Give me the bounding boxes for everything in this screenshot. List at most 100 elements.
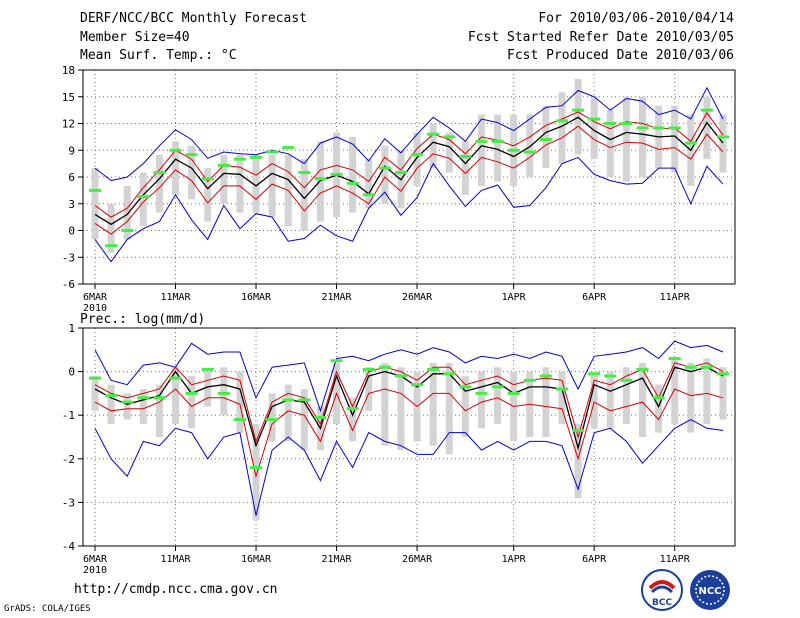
y-tick-label: 1 xyxy=(68,322,75,335)
obs-marker xyxy=(636,367,649,371)
spread-bar xyxy=(655,384,663,433)
obs-marker xyxy=(250,466,263,470)
x-tick-label: 6MAR xyxy=(83,292,108,303)
forecast-produced-date: Fcst Produced Date 2010/03/06 xyxy=(507,48,734,63)
obs-marker xyxy=(137,195,150,199)
spread-bar xyxy=(461,141,469,195)
spread-bar xyxy=(220,367,228,416)
obs-marker xyxy=(298,171,311,175)
spread-bar xyxy=(284,384,292,442)
spread-bar xyxy=(172,141,180,195)
obs-marker xyxy=(362,193,375,197)
obs-marker xyxy=(137,396,150,400)
x-tick-label: 1APR xyxy=(502,554,527,565)
x-tick-label: 11MAR xyxy=(160,554,191,565)
obs-marker xyxy=(539,374,552,378)
x-year-label: 2010 xyxy=(83,565,107,576)
y-tick-label: -6 xyxy=(62,278,75,291)
spread-bar xyxy=(671,105,679,173)
obs-marker xyxy=(620,378,633,382)
obs-marker xyxy=(201,177,214,181)
y-tick-label: -3 xyxy=(62,496,75,509)
bcc-logo-text: BCC xyxy=(652,598,672,608)
grads-credit: GrADS: COLA/IGES xyxy=(4,604,91,614)
obs-marker xyxy=(700,365,713,369)
x-tick-label: 16MAR xyxy=(241,554,272,565)
forecast-start-date: Fcst Started Refer Date 2010/03/05 xyxy=(467,30,734,45)
spread-bar xyxy=(349,397,357,442)
obs-marker xyxy=(266,418,279,422)
obs-marker xyxy=(105,394,118,398)
x-tick-label: 6APR xyxy=(582,554,607,565)
source-url[interactable]: http://cmdp.ncc.cma.gov.cn xyxy=(74,582,278,597)
obs-marker xyxy=(652,126,665,130)
obs-marker xyxy=(427,132,440,136)
obs-marker xyxy=(572,108,585,112)
y-tick-label: 18 xyxy=(62,64,75,77)
spread-bar xyxy=(590,96,598,160)
spread-bar xyxy=(155,154,163,213)
series-line-lower xyxy=(94,388,724,479)
spread-bar xyxy=(494,367,502,424)
spread-bar xyxy=(445,362,453,455)
series-line-lower xyxy=(94,125,724,235)
obs-marker xyxy=(555,387,568,391)
ncc-logo: NCC xyxy=(688,568,732,612)
spread-bar xyxy=(590,371,598,429)
spread-bar xyxy=(381,145,389,204)
spread-bar xyxy=(719,367,727,420)
obs-marker xyxy=(620,122,633,125)
obs-marker xyxy=(201,367,214,371)
spread-bar xyxy=(268,154,276,218)
spread-bar xyxy=(703,96,711,160)
obs-marker xyxy=(717,135,729,139)
spread-bar xyxy=(300,159,308,231)
obs-marker xyxy=(572,428,585,432)
obs-marker xyxy=(394,171,407,175)
spread-bar xyxy=(461,375,469,437)
spread-bar xyxy=(139,172,147,227)
spread-bar xyxy=(172,367,180,424)
temperature-panel: -6 -3 0 3 6 9 12 15 18 6MAR 11MAR 16MAR 21MAR 26MAR 1A… xyxy=(62,64,736,314)
obs-marker xyxy=(555,119,568,123)
spread-bar xyxy=(703,358,711,424)
spread-bar xyxy=(671,358,679,424)
obs-marker xyxy=(459,385,472,389)
obs-marker xyxy=(346,407,359,411)
spread-bar xyxy=(494,114,502,182)
y-tick-label: -1 xyxy=(62,409,75,422)
obs-marker xyxy=(394,374,407,378)
obs-marker xyxy=(668,126,681,130)
spread-bar xyxy=(220,154,228,204)
spread-bar xyxy=(204,371,212,407)
x-year-label: 2010 xyxy=(83,303,107,314)
series-line-mean xyxy=(94,366,724,451)
spread-bar xyxy=(558,371,566,424)
obs-marker xyxy=(539,138,552,142)
obs-marker xyxy=(668,357,681,361)
series-line-max xyxy=(94,86,724,182)
obs-marker xyxy=(346,181,359,185)
obs-marker xyxy=(89,188,101,192)
obs-marker xyxy=(378,365,391,369)
obs-marker xyxy=(491,139,504,143)
spread-bar xyxy=(236,154,244,213)
series-line-min xyxy=(94,419,724,516)
y-tick-label: 12 xyxy=(62,118,75,131)
obs-marker xyxy=(298,398,311,402)
spread-bar xyxy=(123,393,131,420)
obs-marker xyxy=(459,154,472,158)
spread-bar xyxy=(123,185,131,240)
precip-axis-label: Prec.: log(mm/d) xyxy=(80,312,205,327)
obs-marker xyxy=(314,177,327,181)
spread-bar xyxy=(445,132,453,173)
obs-marker xyxy=(507,391,520,395)
spread-bar xyxy=(638,362,646,437)
spread-bar xyxy=(542,105,550,169)
spread-bar xyxy=(429,362,437,446)
spread-bar xyxy=(574,423,582,499)
obs-marker xyxy=(427,367,440,371)
spread-bar xyxy=(526,114,534,177)
obs-marker xyxy=(169,376,182,380)
